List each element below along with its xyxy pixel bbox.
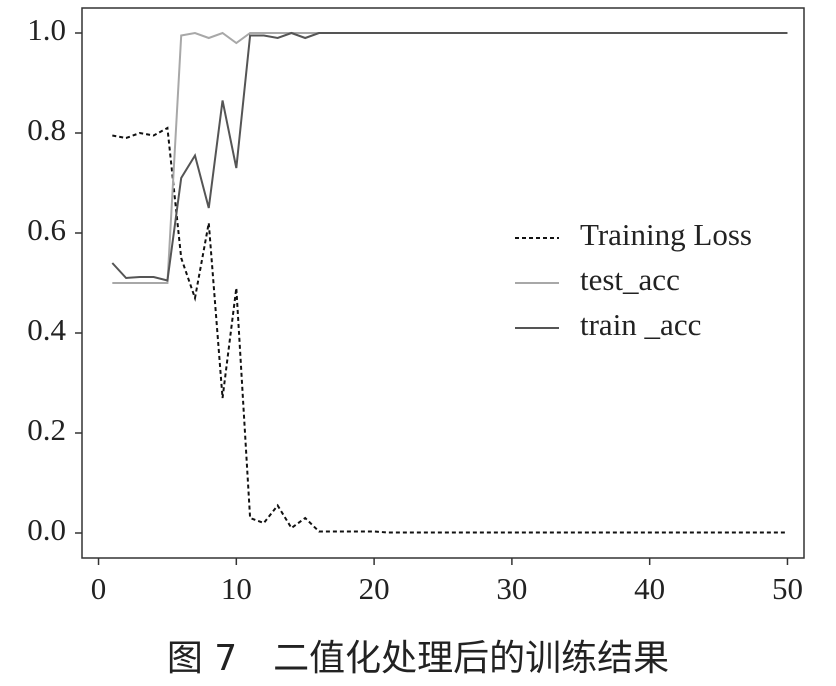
caption: 图 7 二值化处理后的训练结果 bbox=[167, 638, 669, 679]
line-series bbox=[111, 31, 788, 282]
y-tick-label: 0.2 bbox=[27, 412, 66, 447]
x-tick-label: 20 bbox=[359, 571, 390, 606]
legend-label: test_acc bbox=[580, 262, 680, 297]
x-tick-label: 10 bbox=[221, 571, 252, 606]
legend-label: train _acc bbox=[580, 307, 701, 342]
y-tick-label: 0.6 bbox=[27, 212, 66, 247]
legend-label: Training Loss bbox=[580, 217, 752, 252]
x-tick-label: 40 bbox=[634, 571, 665, 606]
x-tick-label: 0 bbox=[91, 571, 107, 606]
x-tick-label: 30 bbox=[496, 571, 527, 606]
y-tick-label: 0.0 bbox=[27, 512, 66, 547]
y-tick-label: 0.4 bbox=[27, 312, 66, 347]
x-tick-label: 50 bbox=[772, 571, 803, 606]
y-tick-label: 1.0 bbox=[27, 12, 66, 47]
y-tick-label: 0.8 bbox=[27, 112, 66, 147]
plot-frame bbox=[81, 7, 805, 559]
